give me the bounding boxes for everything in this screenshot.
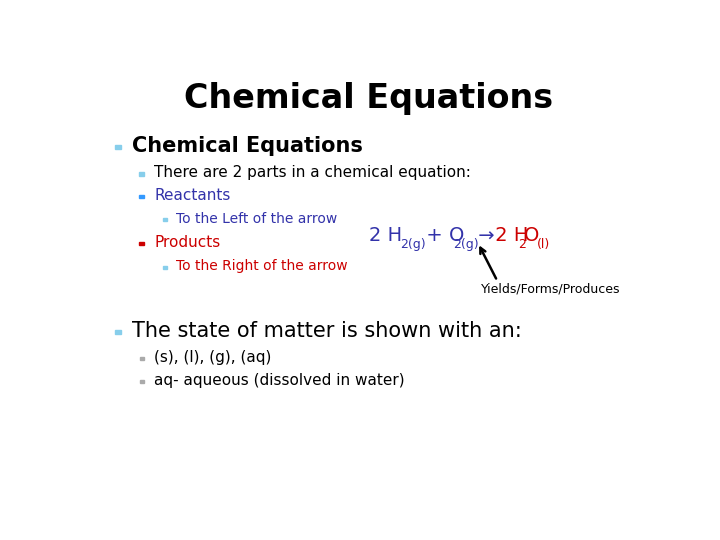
Text: O: O: [524, 226, 539, 245]
Bar: [115, 329, 121, 334]
Text: + O: + O: [420, 226, 464, 245]
Bar: [115, 145, 121, 149]
Text: 2(g): 2(g): [400, 238, 426, 251]
Bar: [140, 172, 145, 176]
Text: (l): (l): [536, 238, 549, 251]
Text: There are 2 parts in a chemical equation:: There are 2 parts in a chemical equation…: [154, 165, 471, 180]
Text: 2: 2: [518, 238, 526, 251]
Text: The state of matter is shown with an:: The state of matter is shown with an:: [132, 321, 521, 341]
Bar: [140, 380, 144, 383]
Bar: [140, 241, 145, 245]
Text: Reactants: Reactants: [154, 188, 230, 203]
Text: To the Left of the arrow: To the Left of the arrow: [176, 212, 338, 226]
Text: Products: Products: [154, 235, 220, 250]
Text: aq- aqueous (dissolved in water): aq- aqueous (dissolved in water): [154, 373, 405, 388]
Bar: [140, 194, 145, 198]
Text: Yields/Forms/Produces: Yields/Forms/Produces: [481, 283, 620, 296]
Text: Chemical Equations: Chemical Equations: [132, 136, 363, 156]
Bar: [163, 266, 167, 268]
Text: →: →: [472, 226, 495, 245]
Text: Chemical Equations: Chemical Equations: [184, 82, 554, 114]
Bar: [163, 218, 167, 221]
Text: 2 H: 2 H: [489, 226, 528, 245]
Text: (s), (l), (g), (aq): (s), (l), (g), (aq): [154, 350, 271, 366]
Text: 2 H: 2 H: [369, 226, 402, 245]
Bar: [140, 357, 144, 360]
Text: 2(g): 2(g): [453, 238, 478, 251]
Text: To the Right of the arrow: To the Right of the arrow: [176, 259, 348, 273]
